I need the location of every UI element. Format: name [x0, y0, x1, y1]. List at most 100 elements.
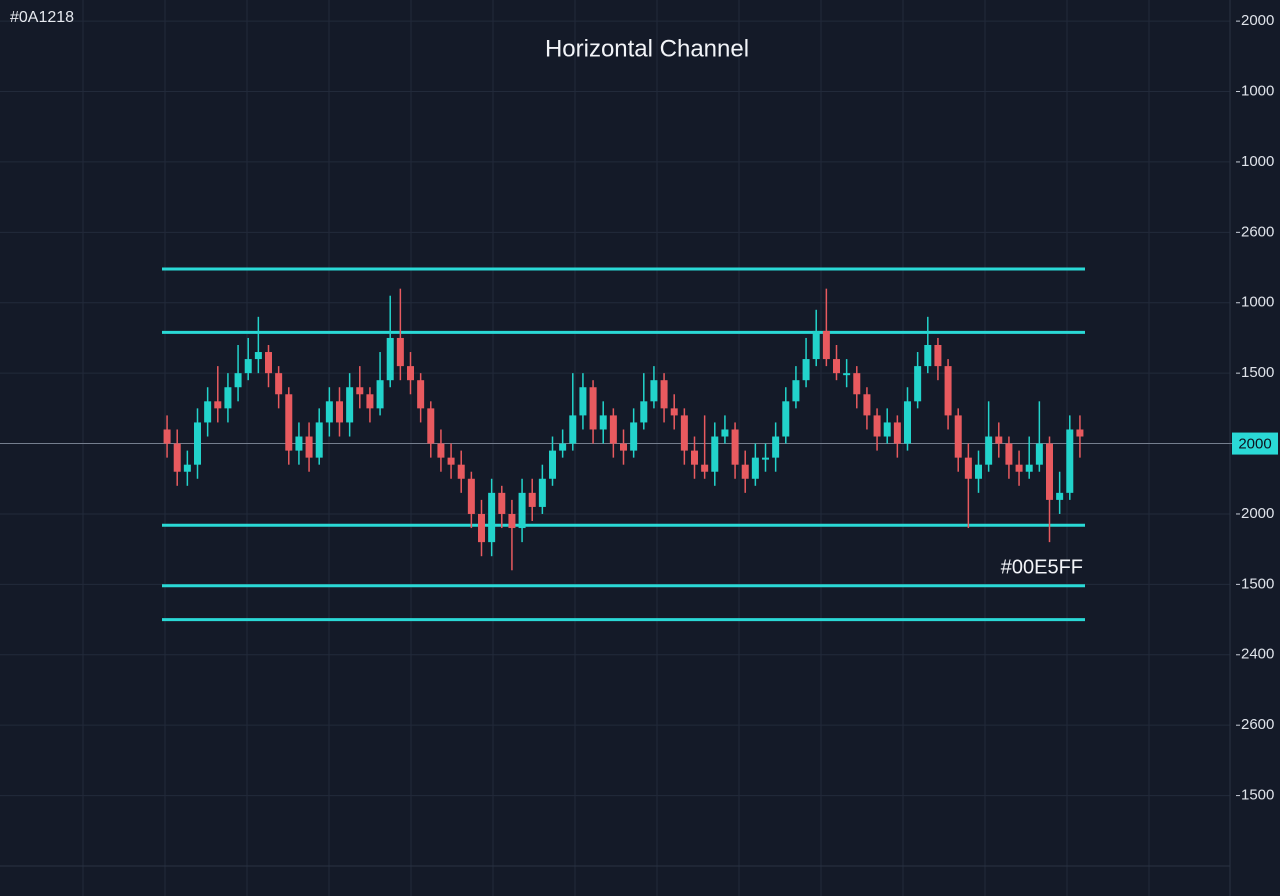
candle-body	[1076, 429, 1084, 437]
candle-body	[396, 337, 404, 367]
candle-body	[660, 380, 668, 409]
candle-body	[721, 429, 729, 437]
candle-body	[498, 492, 506, 514]
candle-body	[782, 401, 790, 437]
y-tick-label: 2600	[1241, 223, 1274, 240]
candle-body	[822, 330, 830, 360]
candle-body	[711, 436, 719, 472]
candle-body	[640, 401, 648, 423]
y-tick-label: 2400	[1241, 646, 1274, 663]
candle-body	[569, 415, 577, 444]
candle-body	[336, 401, 343, 423]
y-tick-label: 1500	[1241, 364, 1274, 381]
candle-body	[833, 359, 840, 374]
candle-body	[407, 366, 414, 381]
candle-body	[315, 422, 323, 458]
candle-body	[447, 457, 455, 465]
candle-body	[265, 352, 272, 374]
candle-body	[741, 464, 749, 479]
y-tick-label: 2000	[1241, 12, 1274, 29]
candle-body	[254, 352, 262, 360]
candle-body	[224, 387, 232, 409]
candle-body	[650, 380, 658, 402]
last-price-label: 2000	[1238, 436, 1271, 453]
candle-body	[843, 373, 851, 376]
candle-body	[680, 415, 688, 451]
candle-body	[802, 359, 810, 381]
candle-body	[873, 415, 881, 437]
candle-body	[305, 436, 313, 458]
candle-body	[417, 380, 425, 409]
candle-body	[346, 387, 354, 423]
candle-body	[792, 380, 800, 402]
candle-body	[275, 373, 283, 395]
candle-body	[812, 330, 820, 360]
candle-body	[762, 457, 769, 460]
candle-body	[883, 422, 891, 437]
candle-body	[386, 337, 394, 381]
candle-body	[518, 492, 526, 529]
candle-body	[670, 408, 678, 416]
candle-body	[579, 387, 587, 416]
candle-body	[163, 429, 171, 444]
candle-body	[457, 464, 465, 479]
candle-body	[1066, 429, 1074, 493]
candle-body	[559, 443, 567, 451]
candle-body	[183, 464, 191, 472]
corner-label: #0A1218	[10, 9, 74, 26]
candle-body	[924, 344, 932, 367]
candle-body	[508, 513, 516, 529]
candle-body	[376, 380, 384, 409]
chart-title: Horizontal Channel	[545, 35, 749, 62]
candle-body	[995, 436, 1003, 444]
candle-body	[285, 394, 293, 451]
candle-body	[366, 394, 374, 409]
candle-body	[427, 408, 435, 444]
candle-body	[1025, 464, 1033, 472]
candle-body	[1035, 443, 1043, 465]
candle-body	[599, 415, 607, 430]
y-tick-label: 1500	[1241, 575, 1274, 592]
y-tick-label: 1000	[1241, 82, 1274, 99]
candle-body	[964, 457, 972, 479]
annotation: #00E5FF	[1001, 556, 1083, 578]
candle-body	[731, 429, 739, 465]
candle-body	[772, 436, 780, 458]
candle-body	[1015, 464, 1023, 472]
candle-body	[620, 443, 627, 451]
candle-body	[863, 394, 871, 416]
candle-body	[893, 422, 901, 444]
candle-body	[356, 387, 364, 395]
candle-body	[1046, 443, 1053, 500]
candle-body	[985, 436, 993, 465]
candle-body	[204, 401, 212, 423]
last-price-badge	[1232, 432, 1278, 455]
y-tick-label: 1000	[1241, 294, 1274, 311]
candle-body	[488, 492, 496, 543]
candle-body	[549, 450, 556, 479]
candle-body	[904, 401, 911, 444]
candle-body	[538, 478, 546, 507]
candle-body	[954, 415, 962, 458]
candle-body	[1005, 443, 1013, 465]
y-tick-label: 1000	[1241, 153, 1274, 170]
candle-body	[975, 464, 982, 479]
y-tick-label: 1500	[1241, 787, 1274, 804]
candle-body	[325, 401, 333, 423]
candle-body	[691, 450, 698, 465]
candle-body	[295, 436, 303, 451]
y-tick-label: 2000	[1241, 505, 1274, 522]
candle-body	[630, 422, 638, 451]
candle-body	[234, 373, 242, 388]
candle-body	[701, 464, 709, 472]
candle-body	[1056, 492, 1064, 500]
candle-body	[751, 457, 759, 479]
candle-body	[214, 401, 222, 409]
y-tick-label: 2600	[1241, 716, 1274, 733]
candle-body	[244, 359, 252, 374]
candle-body	[194, 422, 201, 465]
candle-body	[173, 443, 181, 472]
